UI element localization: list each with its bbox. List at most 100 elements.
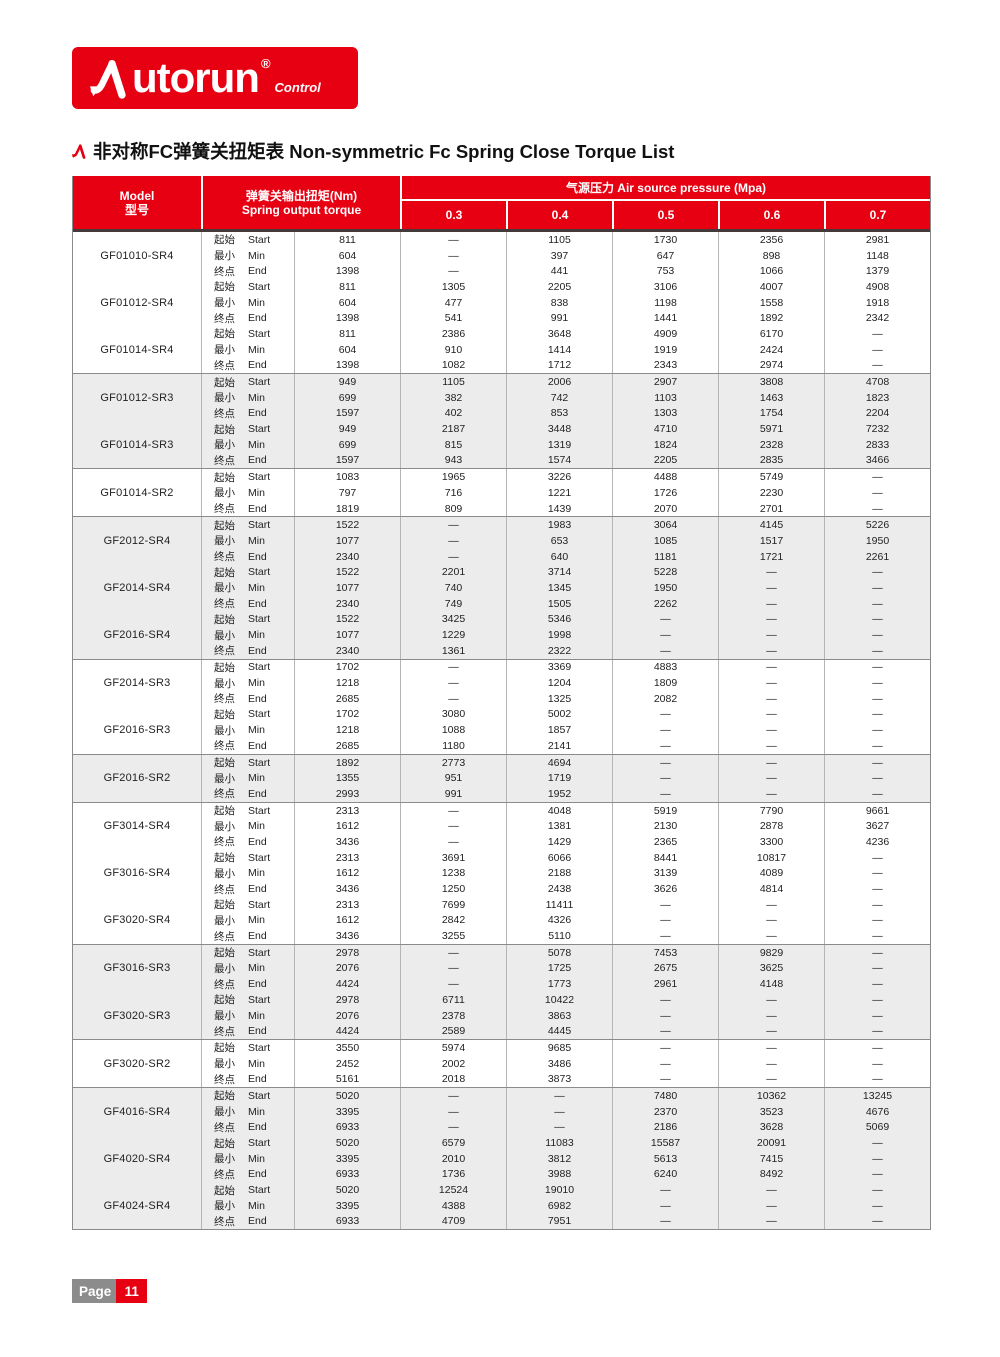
torque-value: 6933 xyxy=(294,1166,400,1183)
pressure-value: 3808 xyxy=(718,374,824,390)
pressure-value: — xyxy=(824,1023,930,1040)
model-group: GF4020-SR4 起始 Start 5020 6579 11083 15587 20091… xyxy=(73,1135,930,1183)
torque-value: 2076 xyxy=(294,1007,400,1024)
pressure-value: — xyxy=(824,326,930,342)
row-label: 终点 End xyxy=(201,1071,294,1088)
row-label-en: Min xyxy=(248,486,265,499)
table-row: 起始 Start 2313 3691 6066 8441 10817— xyxy=(201,849,930,866)
table-row: 最小 Min 3395 4388 6982— — — xyxy=(201,1197,930,1214)
torque-value: 949 xyxy=(294,374,400,390)
row-label: 最小 Min xyxy=(201,770,294,787)
row-label-en: End xyxy=(248,1073,267,1086)
pressure-value: 3139 xyxy=(612,865,718,882)
row-label-en: Start xyxy=(248,423,271,436)
table-row: 起始 Start 1522—1983 3064 4145 5226 xyxy=(201,517,930,534)
torque-value: 604 xyxy=(294,247,400,264)
pressure-value: 1736 xyxy=(400,1166,506,1183)
table-row: 终点 End 1398 541 991 1441 1892 2342 xyxy=(201,310,930,327)
row-label-en: End xyxy=(248,1121,267,1134)
pressure-value: 3226 xyxy=(506,469,612,485)
torque-value: 2340 xyxy=(294,642,400,659)
row-label-en: Start xyxy=(248,946,271,959)
pressure-value: 3714 xyxy=(506,564,612,581)
pressure-value: 1983 xyxy=(506,517,612,534)
model-group: GF3020-SR2 起始 Start 3550 5974 9685— — — 最小 Min 245… xyxy=(73,1040,930,1088)
pressure-value: — xyxy=(718,1182,824,1198)
table-row: 起始 Start 1892 2773 4694— — — xyxy=(201,754,930,771)
table-row: 终点 End 3436 3255 5110— — — xyxy=(201,928,930,944)
row-label: 最小 Min xyxy=(201,675,294,691)
pressure-value: 1305 xyxy=(400,279,506,295)
pressure-value: 1204 xyxy=(506,675,612,691)
torque-value: 3395 xyxy=(294,1197,400,1214)
table-row: 最小 Min 1218—1204 1809— — xyxy=(201,675,930,691)
torque-value: 1398 xyxy=(294,263,400,280)
model-group: GF4024-SR4 起始 Start 5020 12524 19010— — — 最小 Min 3… xyxy=(73,1182,930,1230)
row-label: 最小 Min xyxy=(201,485,294,501)
pressure-value: 2974 xyxy=(718,357,824,374)
pressure-value: 991 xyxy=(400,786,506,802)
row-label-en: Min xyxy=(248,1057,265,1070)
pressure-value: — xyxy=(718,738,824,754)
torque-value: 1398 xyxy=(294,357,400,374)
pressure-value: 1429 xyxy=(506,834,612,850)
brand-wordmark: utorun ® Control xyxy=(132,56,321,100)
header-torque-zh: 弹簧关输出扭矩(Nm) xyxy=(245,188,358,203)
pressure-value: 4326 xyxy=(506,912,612,929)
model-group: GF2014-SR3 起始 Start 1702—3369 4883— — 最小 Min 121… xyxy=(73,659,930,707)
pressure-value: 1221 xyxy=(506,485,612,501)
pressure-value: 1325 xyxy=(506,690,612,707)
model-rows: 起始 Start 2978—5078 7453 9829— 最小 Min 2076—1725 2… xyxy=(201,944,930,992)
pressure-value: 3486 xyxy=(506,1055,612,1072)
table-section: GF01010-SR4 起始 Start 811—1105 1730 2356 2981 最小… xyxy=(73,232,930,374)
torque-value: 2685 xyxy=(294,690,400,707)
table-row: 终点 End 2993 991 1952— — — xyxy=(201,786,930,802)
torque-value: 2340 xyxy=(294,548,400,565)
table-section: GF01014-SR2 起始 Start 1083 1965 3226 4488 5749— 最… xyxy=(73,468,930,517)
pressure-value: 1381 xyxy=(506,818,612,835)
pressure-value: 5002 xyxy=(506,706,612,723)
row-label-zh: 终点 xyxy=(214,265,235,278)
pressure-value: — xyxy=(612,1182,718,1198)
row-label: 终点 End xyxy=(201,976,294,992)
pressure-value: 740 xyxy=(400,580,506,596)
row-label-zh: 最小 xyxy=(214,1058,235,1071)
row-label-en: Start xyxy=(248,708,271,721)
row-label-zh: 起始 xyxy=(214,757,235,770)
pressure-value: 4048 xyxy=(506,802,612,819)
torque-value: 2076 xyxy=(294,960,400,977)
pressure-value: — xyxy=(824,944,930,961)
pressure-value: 7480 xyxy=(612,1088,718,1104)
row-label-zh: 最小 xyxy=(214,297,235,310)
pressure-value: 991 xyxy=(506,310,612,327)
pressure-value: 12524 xyxy=(400,1182,506,1198)
row-label-zh: 终点 xyxy=(214,1073,235,1086)
pressure-value: — xyxy=(400,247,506,264)
row-label-en: Min xyxy=(248,1199,265,1212)
table-row: 终点 End 1597 402 853 1303 1754 2204 xyxy=(201,405,930,422)
pressure-value: 20091 xyxy=(718,1135,824,1151)
pressure-value: — xyxy=(400,1088,506,1104)
row-label-zh: 终点 xyxy=(214,1168,235,1181)
pressure-value: 910 xyxy=(400,341,506,358)
row-label-en: End xyxy=(248,835,267,848)
pressure-value: 1823 xyxy=(824,389,930,406)
model-rows: 起始 Start 5020— —7480 10362 13245 最小 Min 3395— —23… xyxy=(201,1088,930,1136)
pressure-value: — xyxy=(824,738,930,754)
row-label: 起始 Start xyxy=(201,232,294,248)
torque-value: 1218 xyxy=(294,722,400,738)
row-label-en: End xyxy=(248,787,267,800)
model-group: GF01014-SR4 起始 Start 811 2386 3648 4909 6170— 最小… xyxy=(73,326,930,374)
row-label: 终点 End xyxy=(201,834,294,850)
row-label: 最小 Min xyxy=(201,580,294,596)
model-name: GF2014-SR4 xyxy=(103,581,171,594)
row-label-en: Min xyxy=(248,677,265,690)
row-label-zh: 最小 xyxy=(214,820,235,833)
pressure-value: 7232 xyxy=(824,421,930,437)
pressure-value: 2018 xyxy=(400,1071,506,1088)
row-label-en: End xyxy=(248,930,267,943)
pressure-value: 742 xyxy=(506,389,612,406)
row-label-zh: 最小 xyxy=(214,250,235,263)
pressure-value: 2981 xyxy=(824,232,930,248)
row-label-zh: 终点 xyxy=(214,978,235,991)
